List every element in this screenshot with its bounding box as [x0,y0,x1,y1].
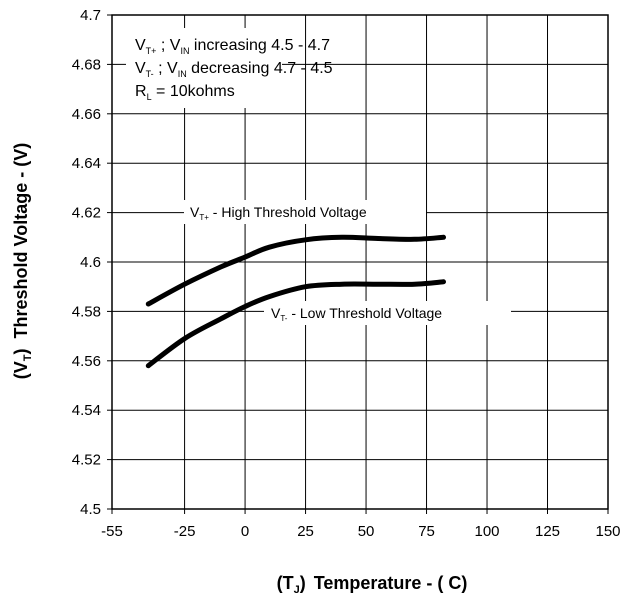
y-tick-label: 4.52 [72,452,101,469]
x-tick-label: 75 [418,523,435,540]
x-axis-title: (TJ) Temperature - ( C) [277,573,468,596]
legend-box [126,28,282,108]
y-tick-label: 4.6 [80,254,101,271]
x-tick-label: -25 [174,523,196,540]
high-threshold-label-bg [184,200,426,224]
y-tick-label: 4.7 [80,7,101,24]
low-threshold-line [145,279,446,369]
x-tick-label: -55 [101,523,123,540]
plot-frame [111,14,609,510]
y-tick-label: 4.62 [72,205,101,222]
x-tick-label: 50 [358,523,375,540]
y-tick-label: 4.58 [72,303,101,320]
low-threshold-label-bg [264,301,511,325]
x-tick-label: 100 [475,523,500,540]
high-threshold-label: VT+ - High Threshold Voltage [190,204,367,222]
series-lines [145,234,446,369]
y-tick-label: 4.66 [72,106,101,123]
legend-line-1: VT+ ; VIN increasing 4.5 - 4.7 [135,37,330,56]
y-tick-label: 4.64 [72,155,101,172]
x-tick-label: 25 [297,523,314,540]
y-axis-title: (VT)Threshold Voltage - (V) [11,143,34,379]
x-tick-label: 150 [595,523,620,540]
tick-labels: -55 -25 0 25 50 75 100 125 150 4.5 4.52 4.54 4.56 4.5… [72,7,621,540]
legend-line-3: RL = 10kohms [135,83,235,102]
y-tick-label: 4.68 [72,56,101,73]
low-threshold-label: VT- - Low Threshold Voltage [271,305,442,323]
x-tick-label: 0 [241,523,249,540]
y-tick-label: 4.5 [80,501,101,518]
x-tick-label: 125 [535,523,560,540]
high-threshold-line [145,234,446,307]
y-tick-label: 4.56 [72,353,101,370]
legend-line-2: VT- ; VIN decreasing 4.7 - 4.5 [135,60,333,79]
y-tick-label: 4.54 [72,402,101,419]
